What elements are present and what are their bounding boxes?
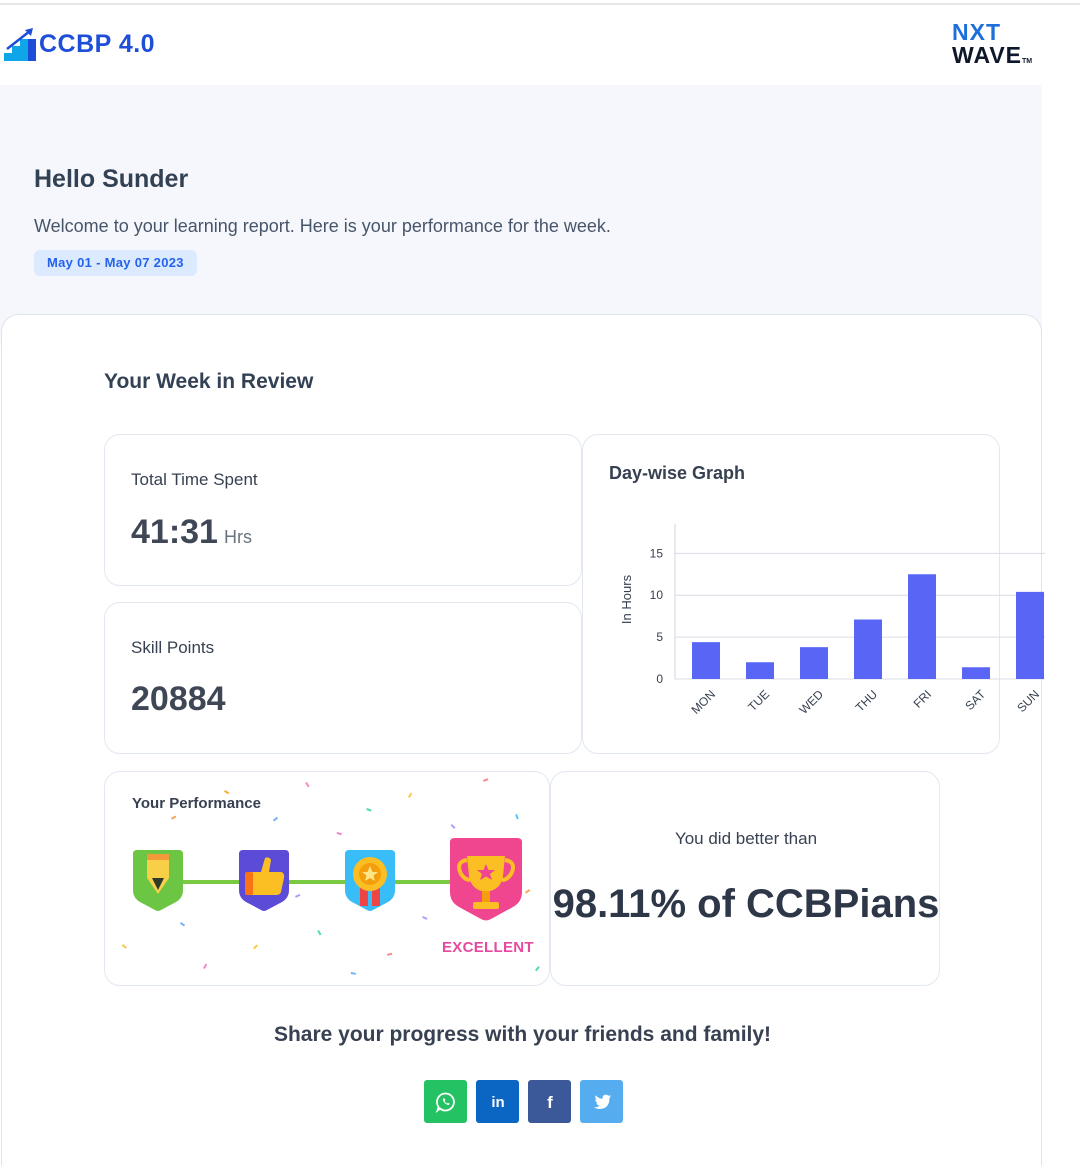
share-buttons: in f [424,1080,623,1123]
skill-points-card: Skill Points 20884 [104,602,582,754]
ccbp-logo[interactable]: CCBP 4.0 [4,27,155,61]
hero-section: Hello Sunder Welcome to your learning re… [0,85,1042,345]
section-title: Your Week in Review [104,370,314,393]
ccbp-logo-text: CCBP 4.0 [39,29,156,58]
comparison-label: You did better than [674,829,818,848]
x-tick-label: FRI [911,687,935,711]
time-spent-label: Total Time Spent [131,470,258,489]
welcome-text: Welcome to your learning report. Here is… [34,216,611,236]
trophy-badge-icon [450,838,522,921]
y-tick-label: 0 [656,672,663,686]
whatsapp-share-button[interactable] [424,1080,467,1123]
time-spent-unit: Hrs [223,527,252,547]
medal-badge-icon [345,850,395,911]
bar-mon [692,642,720,679]
facebook-icon-label: f [547,1093,553,1112]
nxtwave-logo-line1: NXT [952,19,1001,45]
linkedin-share-button[interactable]: in [476,1080,519,1123]
linkedin-icon: in [491,1094,504,1111]
share-prompt: Share your progress with your friends an… [273,1023,772,1046]
time-spent-value: 41:31 [131,513,218,551]
pencil-badge-icon [133,850,183,911]
greeting: Hello Sunder [34,165,189,193]
confetti-decoration [121,778,540,975]
bar-sun [1016,591,1044,679]
date-range-badge: May 01 - May 07 2023 [34,250,197,276]
linkedin-icon-label: in [491,1094,504,1111]
y-tick-label: 15 [650,546,664,560]
time-spent-card: Total Time Spent 41:31 Hrs [104,434,582,586]
facebook-icon: f [547,1093,553,1112]
twitter-icon [593,1094,611,1109]
y-axis-label: In Hours [619,574,634,624]
x-tick-label: TUE [745,687,772,714]
performance-level: EXCELLENT [442,939,534,956]
x-tick-label: WED [796,687,826,717]
header: CCBP 4.0 NXT WAVETM [0,5,1042,85]
comparison-value: 98.11% of CCBPians [552,882,940,926]
nxtwave-logo[interactable]: NXT WAVETM [952,21,1044,73]
top-divider [0,3,1080,5]
x-tick-label: SUN [1014,687,1042,715]
bar-wed [800,647,828,679]
trademark-mark: TM [1022,58,1033,65]
comparison-card: You did better than 98.11% of CCBPians [550,771,940,986]
bar-sat [962,667,990,679]
y-tick-label: 10 [650,588,664,602]
performance-progress-track [133,838,522,921]
whatsapp-icon [435,1092,455,1113]
bar-tue [746,662,774,679]
x-tick-label: SAT [962,687,988,713]
day-wise-bar-chart: 0 5 10 15 In Hours MON TUE WED THU FRI SAT SUN [619,524,1045,717]
skill-points-value: 20884 [131,680,226,718]
performance-title: Your Performance [132,795,261,812]
bar-thu [854,619,882,679]
x-tick-label: THU [853,687,880,714]
facebook-share-button[interactable]: f [528,1080,571,1123]
skill-points-label: Skill Points [131,638,215,657]
thumbs-up-badge-icon [239,850,289,911]
nxtwave-logo-line2: WAVE [952,42,1023,68]
graph-title: Day-wise Graph [609,463,746,483]
y-tick-label: 5 [656,630,663,644]
bar-fri [908,574,936,679]
day-wise-graph-card: Day-wise Graph 0 5 10 15 In Hours MON TUE WED TH… [582,434,1045,754]
twitter-share-button[interactable] [580,1080,623,1123]
x-tick-label: MON [688,687,718,717]
performance-card: Your Performance [104,771,550,986]
ccbp-stairs-icon [4,28,36,61]
week-review-card: Your Week in Review Total Time Spent 41:… [1,314,1045,1166]
